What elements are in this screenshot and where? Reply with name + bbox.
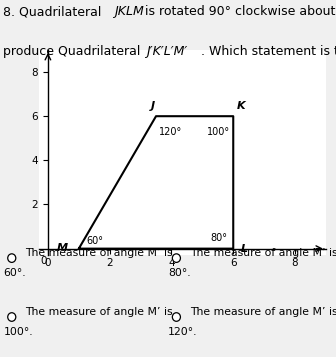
Text: K: K: [236, 101, 245, 111]
Text: 120°: 120°: [159, 127, 182, 137]
Text: JKLM: JKLM: [114, 5, 143, 18]
Text: J′K′L′M′: J′K′L′M′: [146, 45, 187, 57]
Text: The measure of angle M’ is: The measure of angle M’ is: [25, 307, 173, 317]
Text: 100°.: 100°.: [3, 327, 33, 337]
Text: 0: 0: [40, 256, 46, 266]
Text: The measure of angle M’ is: The measure of angle M’ is: [25, 248, 173, 258]
Text: M: M: [57, 242, 68, 252]
Text: L: L: [241, 243, 248, 253]
Text: 80°.: 80°.: [168, 268, 191, 278]
Text: 120°.: 120°.: [168, 327, 198, 337]
Text: is rotated 90° clockwise about the origin to: is rotated 90° clockwise about the origi…: [141, 5, 336, 18]
Text: J: J: [150, 101, 155, 111]
Text: 60°.: 60°.: [3, 268, 26, 278]
Text: produce Quadrilateral: produce Quadrilateral: [3, 45, 145, 57]
Text: 80°: 80°: [210, 233, 227, 243]
Text: 60°: 60°: [86, 236, 103, 246]
Text: . Which statement is true?: . Which statement is true?: [201, 45, 336, 57]
Text: 100°: 100°: [207, 127, 230, 137]
Text: 8. Quadrilateral: 8. Quadrilateral: [3, 5, 106, 18]
Text: The measure of angle M’ is: The measure of angle M’ is: [190, 307, 336, 317]
Text: The measure of angle M’ is: The measure of angle M’ is: [190, 248, 336, 258]
